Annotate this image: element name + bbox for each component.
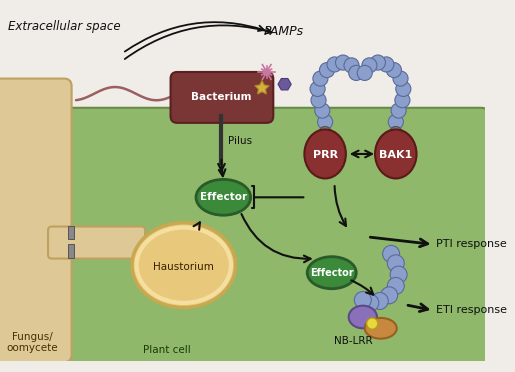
Circle shape (319, 62, 335, 78)
Circle shape (395, 93, 410, 108)
Text: Pilus: Pilus (228, 136, 252, 146)
Circle shape (310, 81, 325, 96)
Text: PRR: PRR (313, 150, 338, 160)
Circle shape (327, 57, 342, 72)
Ellipse shape (349, 306, 377, 328)
Ellipse shape (365, 318, 397, 339)
Circle shape (391, 103, 406, 118)
Circle shape (335, 55, 351, 70)
Circle shape (313, 71, 328, 86)
Circle shape (383, 246, 400, 262)
Text: Effector: Effector (200, 192, 247, 202)
FancyBboxPatch shape (48, 227, 145, 259)
Ellipse shape (307, 257, 356, 289)
Circle shape (362, 58, 377, 73)
FancyBboxPatch shape (59, 108, 492, 366)
Text: Plant cell: Plant cell (143, 345, 191, 355)
Circle shape (354, 292, 371, 308)
Polygon shape (255, 80, 269, 94)
Circle shape (387, 278, 404, 294)
Circle shape (388, 114, 403, 129)
Circle shape (379, 57, 394, 72)
Circle shape (386, 62, 402, 78)
Circle shape (371, 292, 388, 310)
Circle shape (344, 58, 359, 73)
Ellipse shape (132, 223, 235, 308)
Circle shape (318, 114, 333, 129)
Ellipse shape (375, 129, 417, 179)
Text: PTI response: PTI response (436, 240, 507, 250)
Text: Effector: Effector (310, 268, 353, 278)
Circle shape (367, 318, 378, 329)
Text: Haustorium: Haustorium (153, 262, 214, 272)
Ellipse shape (196, 179, 251, 215)
Circle shape (362, 294, 379, 311)
Circle shape (311, 93, 326, 108)
Circle shape (263, 68, 270, 76)
Circle shape (390, 266, 407, 283)
Circle shape (315, 103, 330, 118)
Ellipse shape (319, 126, 331, 136)
Circle shape (370, 55, 385, 70)
Bar (68, 225, 75, 239)
Ellipse shape (390, 126, 402, 136)
Circle shape (349, 65, 364, 80)
Polygon shape (278, 78, 291, 90)
Bar (68, 244, 75, 258)
Circle shape (381, 287, 398, 304)
Circle shape (357, 65, 372, 80)
Text: BAK1: BAK1 (379, 150, 413, 160)
Text: ETI response: ETI response (436, 305, 507, 315)
Circle shape (396, 81, 411, 96)
Circle shape (387, 255, 404, 272)
Circle shape (393, 71, 408, 86)
Text: Fungus/
oomycete: Fungus/ oomycete (6, 331, 58, 353)
Text: Bacterium: Bacterium (191, 92, 252, 102)
Text: NB-LRR: NB-LRR (334, 336, 373, 346)
Text: Extracellular space: Extracellular space (8, 20, 120, 33)
FancyBboxPatch shape (170, 72, 273, 123)
FancyBboxPatch shape (0, 78, 72, 362)
Text: PAMPs: PAMPs (264, 25, 304, 38)
Ellipse shape (304, 129, 346, 179)
